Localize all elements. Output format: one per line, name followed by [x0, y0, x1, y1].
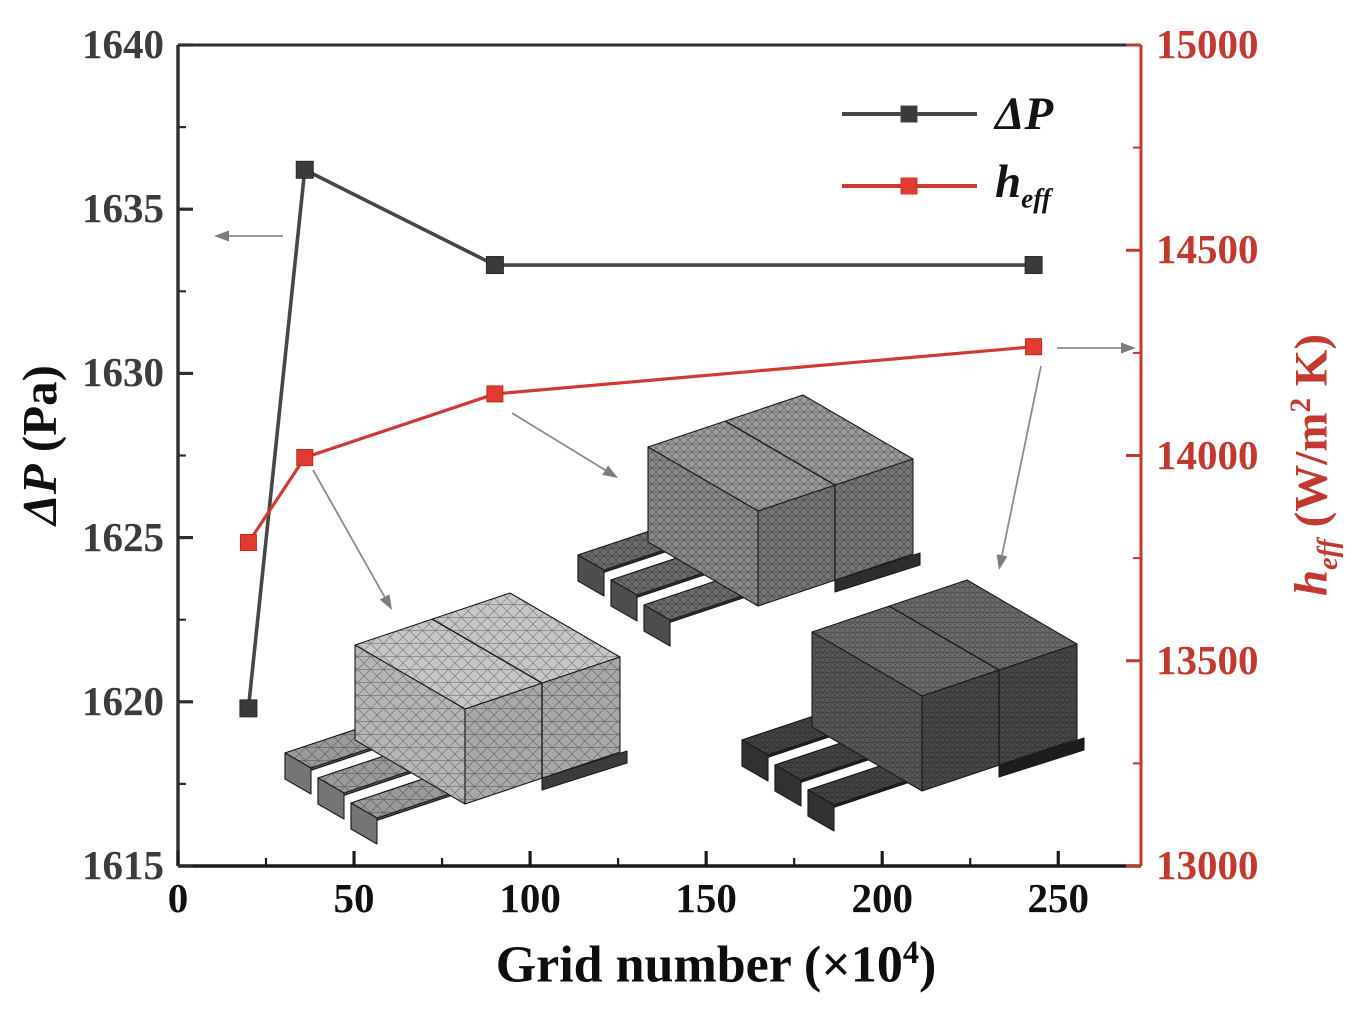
fine-mesh-pointer-arrow: [996, 365, 1042, 570]
right-axis-title-unit: (W/m: [1285, 412, 1338, 540]
heff-series-swatch-icon: [842, 177, 977, 195]
series-dp: [239, 160, 1043, 718]
data-point-marker: [295, 160, 314, 179]
right-tick-label: 15000: [1156, 21, 1259, 67]
fine-mesh-inset: [741, 579, 1085, 832]
legend-label-dp: ΔP: [995, 87, 1054, 140]
right-axis-title-unit-exponent: 2: [1285, 397, 1317, 413]
series-heff: [239, 338, 1043, 552]
left-tick-label: 1635: [82, 185, 164, 232]
right-axis-title-subscript: eff: [1313, 539, 1345, 570]
legend-item-dp: ΔP: [842, 82, 1053, 146]
left-axis-title: ΔP (Pa): [9, 233, 71, 657]
left-tick-label: 1625: [82, 513, 164, 560]
left-tick-label: 1640: [82, 21, 164, 67]
x-tick-label: 200: [851, 875, 913, 921]
data-point-marker: [239, 534, 257, 552]
right-tick-label: 13500: [1156, 636, 1259, 683]
data-point-marker: [485, 256, 504, 275]
x-axis-title: Grid number (×104): [366, 934, 1066, 994]
legend-item-heff: heff: [842, 154, 1053, 218]
data-point-marker: [1024, 256, 1043, 275]
left-axis-pointer-arrow: [214, 230, 283, 242]
right-axis-title: heff (W/m2 K): [1268, 200, 1344, 730]
x-axis-title-exponent: 4: [902, 934, 919, 970]
left-tick-label: 1620: [82, 677, 164, 724]
left-axis-title-symbol: ΔP: [12, 464, 67, 525]
left-tick-label: 1615: [82, 842, 164, 888]
right-axis-title-symbol: h: [1285, 569, 1338, 597]
x-tick-label: 150: [675, 875, 737, 921]
x-tick-label: 100: [499, 875, 561, 921]
right-tick-label: 14500: [1156, 226, 1259, 273]
right-tick-label: 14000: [1156, 431, 1259, 478]
x-tick-label: 0: [167, 875, 189, 921]
data-point-marker: [1025, 338, 1043, 356]
data-point-marker: [486, 385, 504, 403]
medium-mesh-inset: [577, 394, 921, 647]
right-axis-title-unit-end: K): [1285, 333, 1338, 398]
legend-label-heff: heff: [995, 156, 1051, 214]
right-axis-pointer-arrow: [1057, 342, 1136, 354]
right-tick-label: 13000: [1156, 842, 1259, 888]
legend: ΔP heff: [842, 82, 1053, 218]
x-tick-label: 250: [1027, 875, 1090, 921]
left-tick-label: 1630: [82, 349, 164, 396]
left-axis-title-unit: (Pa): [12, 365, 67, 465]
coarse-mesh-inset: [284, 592, 628, 845]
dp-series-swatch-icon: [842, 105, 977, 123]
x-axis-title-text: Grid number (×10: [495, 936, 903, 994]
axis-ticks: [176, 43, 1141, 868]
medium-mesh-pointer-arrow: [511, 412, 618, 478]
coarse-mesh-pointer-arrow: [312, 469, 392, 610]
x-axis-title-end: ): [918, 936, 937, 994]
data-point-marker: [239, 699, 258, 718]
x-tick-label: 50: [333, 875, 375, 921]
data-point-marker: [296, 449, 314, 467]
